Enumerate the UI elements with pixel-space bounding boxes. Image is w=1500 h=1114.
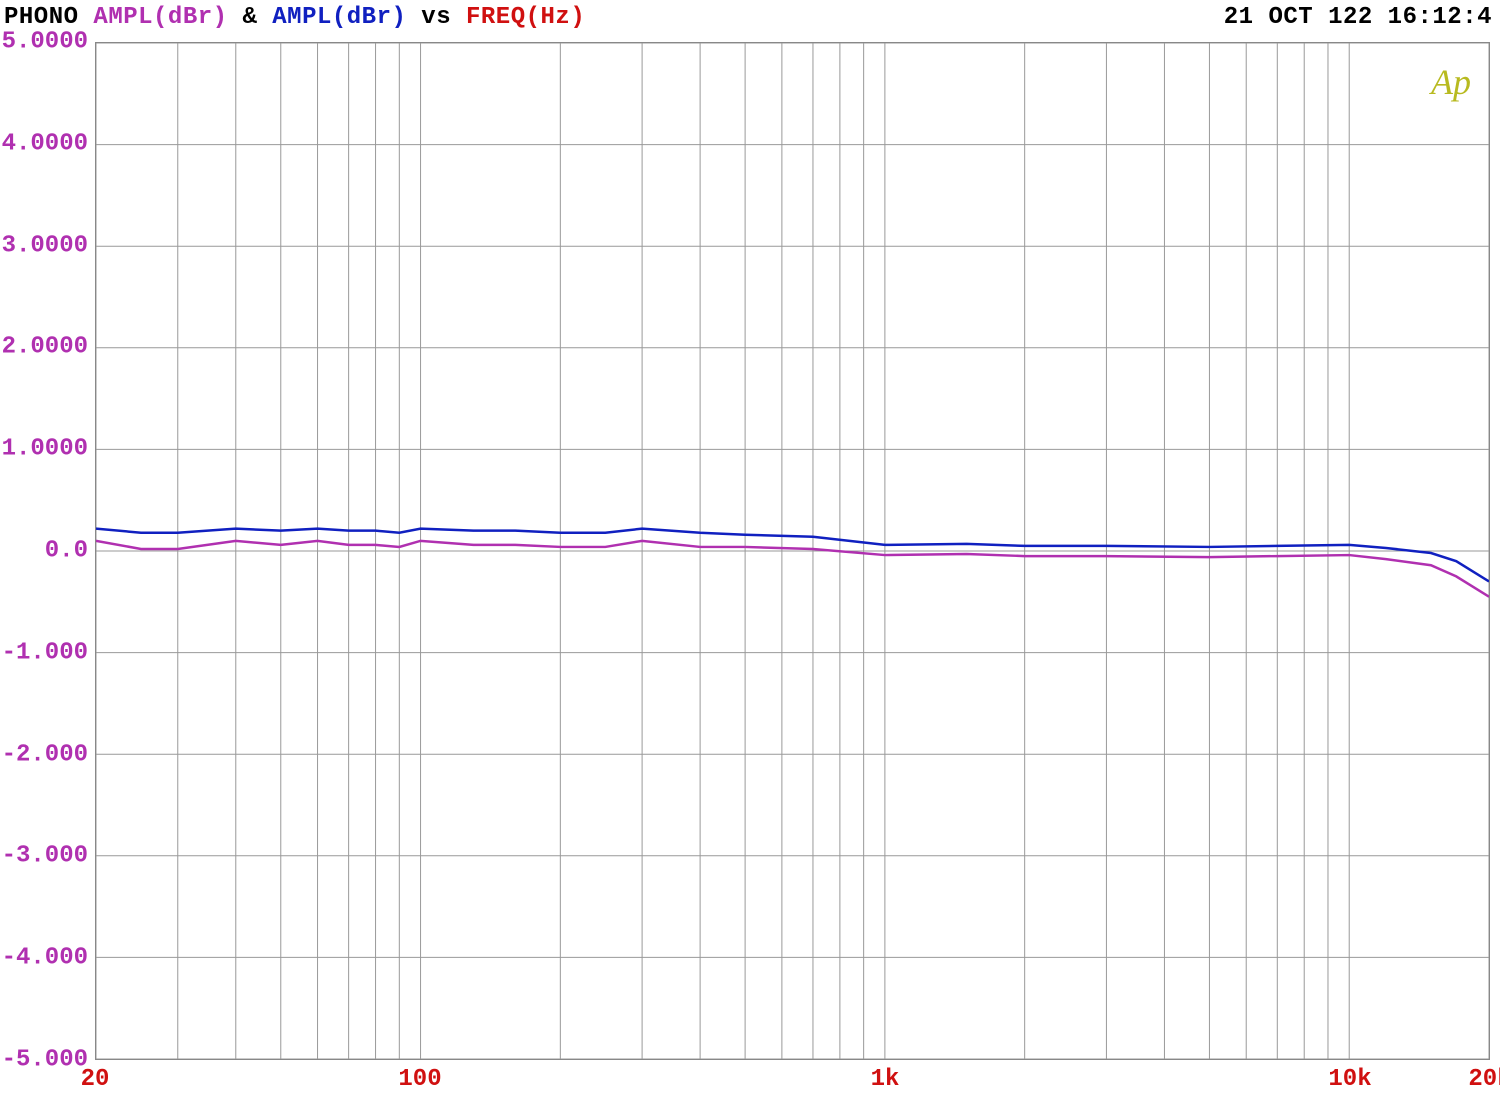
title-vs: vs <box>406 4 466 31</box>
y-tick-label: 1.0000 <box>2 436 88 463</box>
y-tick-label: 4.0000 <box>2 130 88 157</box>
chart-series-group <box>96 529 1489 597</box>
title-ampl2: AMPL(dBr) <box>272 4 406 31</box>
title-ampl1: AMPL(dBr) <box>93 4 227 31</box>
chart-timestamp: 21 OCT 122 16:12:4 <box>1224 4 1492 31</box>
y-tick-label: -1.000 <box>2 639 88 666</box>
y-tick-label: 2.0000 <box>2 334 88 361</box>
x-tick-label: 10k <box>1328 1066 1371 1093</box>
y-tick-label: -4.000 <box>2 945 88 972</box>
y-tick-label: -3.000 <box>2 843 88 870</box>
y-tick-label: -5.000 <box>2 1047 88 1074</box>
chart-title: PHONO AMPL(dBr) & AMPL(dBr) vs FREQ(Hz) <box>4 4 585 31</box>
y-tick-label: -2.000 <box>2 741 88 768</box>
chart-grid <box>96 43 1489 1059</box>
y-tick-label: 3.0000 <box>2 232 88 259</box>
x-tick-label: 100 <box>398 1066 441 1093</box>
x-tick-label: 1k <box>871 1066 900 1093</box>
title-sep: & <box>228 4 273 31</box>
series-magenta <box>96 541 1489 597</box>
chart-plot-area: Ap <box>95 42 1490 1060</box>
title-phono: PHONO <box>4 4 79 31</box>
chart-header: PHONO AMPL(dBr) & AMPL(dBr) vs FREQ(Hz) … <box>0 0 1500 39</box>
title-freq: FREQ(Hz) <box>466 4 585 31</box>
y-tick-label: 0.0 <box>45 538 88 565</box>
x-tick-label: 20 <box>81 1066 110 1093</box>
ap-watermark: Ap <box>1431 61 1471 103</box>
chart-svg <box>96 43 1489 1059</box>
y-tick-label: 5.0000 <box>2 29 88 56</box>
x-tick-label: 20k <box>1468 1066 1500 1093</box>
